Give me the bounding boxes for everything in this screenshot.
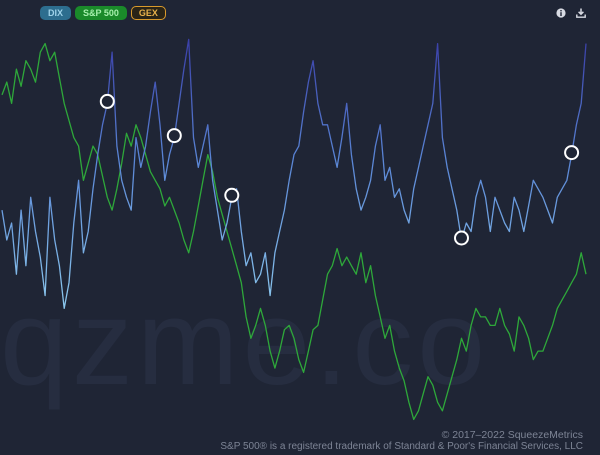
legend: DIX S&P 500 GEX xyxy=(40,6,166,20)
dix-series-line xyxy=(1,38,587,310)
info-icon[interactable] xyxy=(556,8,566,18)
sp500-series-line xyxy=(1,42,587,421)
legend-gex-toggle[interactable]: GEX xyxy=(130,6,166,20)
download-icon[interactable] xyxy=(576,8,586,18)
dix-peak-marker-4[interactable] xyxy=(454,230,469,246)
watermark: qzme.co xyxy=(0,274,490,410)
chart-tools xyxy=(556,8,586,18)
dix-peak-marker-2[interactable] xyxy=(166,128,182,144)
trademark-text: S&P 500® is a registered trademark of St… xyxy=(220,441,583,452)
copyright-text: © 2017–2022 SqueezeMetrics xyxy=(441,429,583,441)
legend-dix-toggle[interactable]: DIX xyxy=(40,6,72,20)
dix-peak-marker-3[interactable] xyxy=(224,187,240,203)
dix-peak-marker-1[interactable] xyxy=(99,93,115,109)
dix-peak-marker-5[interactable] xyxy=(564,145,580,161)
legend-sp500-toggle[interactable]: S&P 500 xyxy=(75,6,127,20)
